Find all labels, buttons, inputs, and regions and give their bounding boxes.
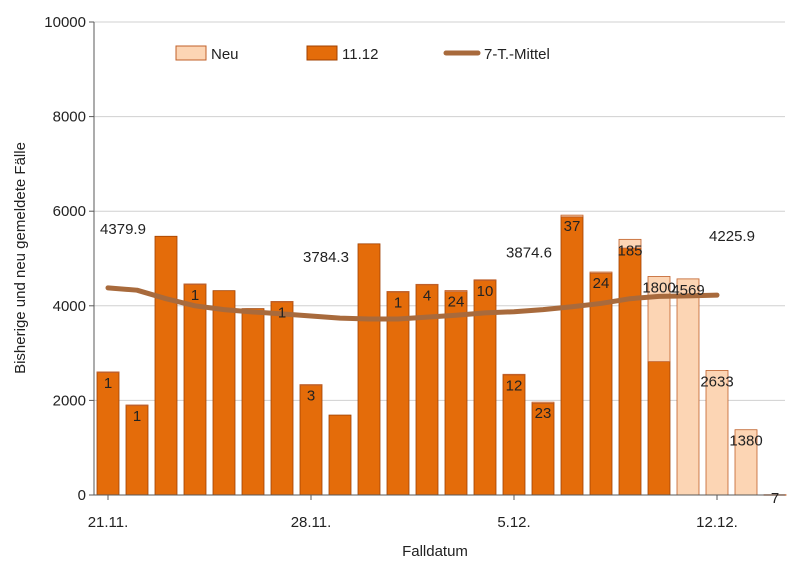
bar-label: 4 [423, 287, 431, 304]
axes: 0 2000 4000 6000 8000 10000 21.11. 28.11. 5.12. 1… [44, 14, 785, 531]
x-tick-label: 12.12. [696, 514, 738, 531]
bar-label: 1 [191, 287, 199, 304]
bars [96, 214, 787, 496]
bar-1112 [183, 283, 207, 496]
bar-label: 10 [477, 283, 494, 300]
x-tick-label: 5.12. [497, 514, 530, 531]
y-tick-label: 6000 [53, 203, 86, 220]
bar-label: 1380 [729, 433, 762, 450]
y-tick-label: 4000 [53, 298, 86, 315]
legend-swatch-neu [175, 45, 207, 61]
bar-neu [444, 290, 468, 293]
legend: Neu 11.12 7-T.-Mittel [112, 37, 628, 69]
line-label: 4379.9 [100, 221, 146, 238]
bar-neu [96, 371, 120, 373]
legend-swatch-1112 [306, 45, 338, 61]
bar-label: 7 [771, 490, 779, 507]
legend-label-1112: 11.12 [342, 46, 378, 63]
y-axis-title: Bisherige und neu gemeldete Fälle [12, 142, 29, 374]
line-label: 3784.3 [303, 249, 349, 266]
bar-label: 185 [617, 242, 642, 259]
bar-neu [560, 214, 584, 218]
legend-item-neu: Neu [175, 45, 239, 63]
bar-neu [589, 271, 613, 274]
legend-label-mittel: 7-T.-Mittel [484, 46, 550, 63]
bar-1112 [560, 216, 584, 496]
bar-label: 2633 [700, 373, 733, 390]
line-label: 3874.6 [506, 245, 552, 262]
bar-1112 [357, 243, 381, 496]
bar-neu [125, 404, 149, 407]
bar-1112 [270, 301, 294, 496]
bar-label: 1 [394, 295, 402, 312]
legend-item-1112: 11.12 [306, 45, 378, 63]
bar-1112 [618, 247, 642, 496]
bar-neu [531, 401, 555, 404]
bar-neu [415, 283, 439, 286]
bar-label: 3 [307, 388, 315, 405]
series-line [105, 285, 720, 322]
x-tick-label: 21.11. [88, 514, 129, 531]
y-tick-label: 2000 [53, 392, 86, 409]
bar-label: 1800 [642, 279, 675, 296]
bar-1112 [212, 290, 236, 496]
bar-label: 23 [535, 405, 552, 422]
bar-neu [473, 279, 497, 281]
bar-neu [502, 373, 526, 376]
bar-1112 [328, 414, 352, 496]
x-axis-title: Falldatum [402, 543, 468, 560]
y-tick-label: 10000 [44, 14, 86, 31]
bar-label: 24 [448, 293, 465, 310]
bar-label: 24 [593, 275, 610, 292]
bar-1112 [444, 291, 468, 496]
bar-1112 [647, 361, 671, 496]
bar-neu [270, 301, 294, 303]
bar-label: 12 [506, 377, 523, 394]
bar-neu [386, 291, 410, 293]
bar-label: 1 [133, 408, 141, 425]
x-tick-label: 28.11. [291, 514, 332, 531]
bar-1112 [386, 291, 410, 496]
bar-neu [299, 384, 323, 386]
bar-label: 1 [278, 304, 286, 321]
y-tick-label: 0 [78, 487, 86, 504]
bar-label: 4569 [671, 282, 704, 299]
bar-neu [676, 278, 700, 496]
bar-label: 37 [564, 218, 581, 235]
line-label: 4225.9 [709, 228, 755, 245]
y-tick-label: 8000 [53, 109, 86, 126]
bar-neu [183, 283, 207, 285]
legend-item-mittel: 7-T.-Mittel [443, 46, 550, 63]
bar-1112 [241, 308, 265, 496]
legend-label-neu: Neu [211, 46, 239, 63]
line-7t-mittel [105, 285, 720, 322]
bar-1112 [154, 235, 178, 496]
bar-label: 1 [104, 375, 112, 392]
bar-neu [618, 238, 642, 249]
